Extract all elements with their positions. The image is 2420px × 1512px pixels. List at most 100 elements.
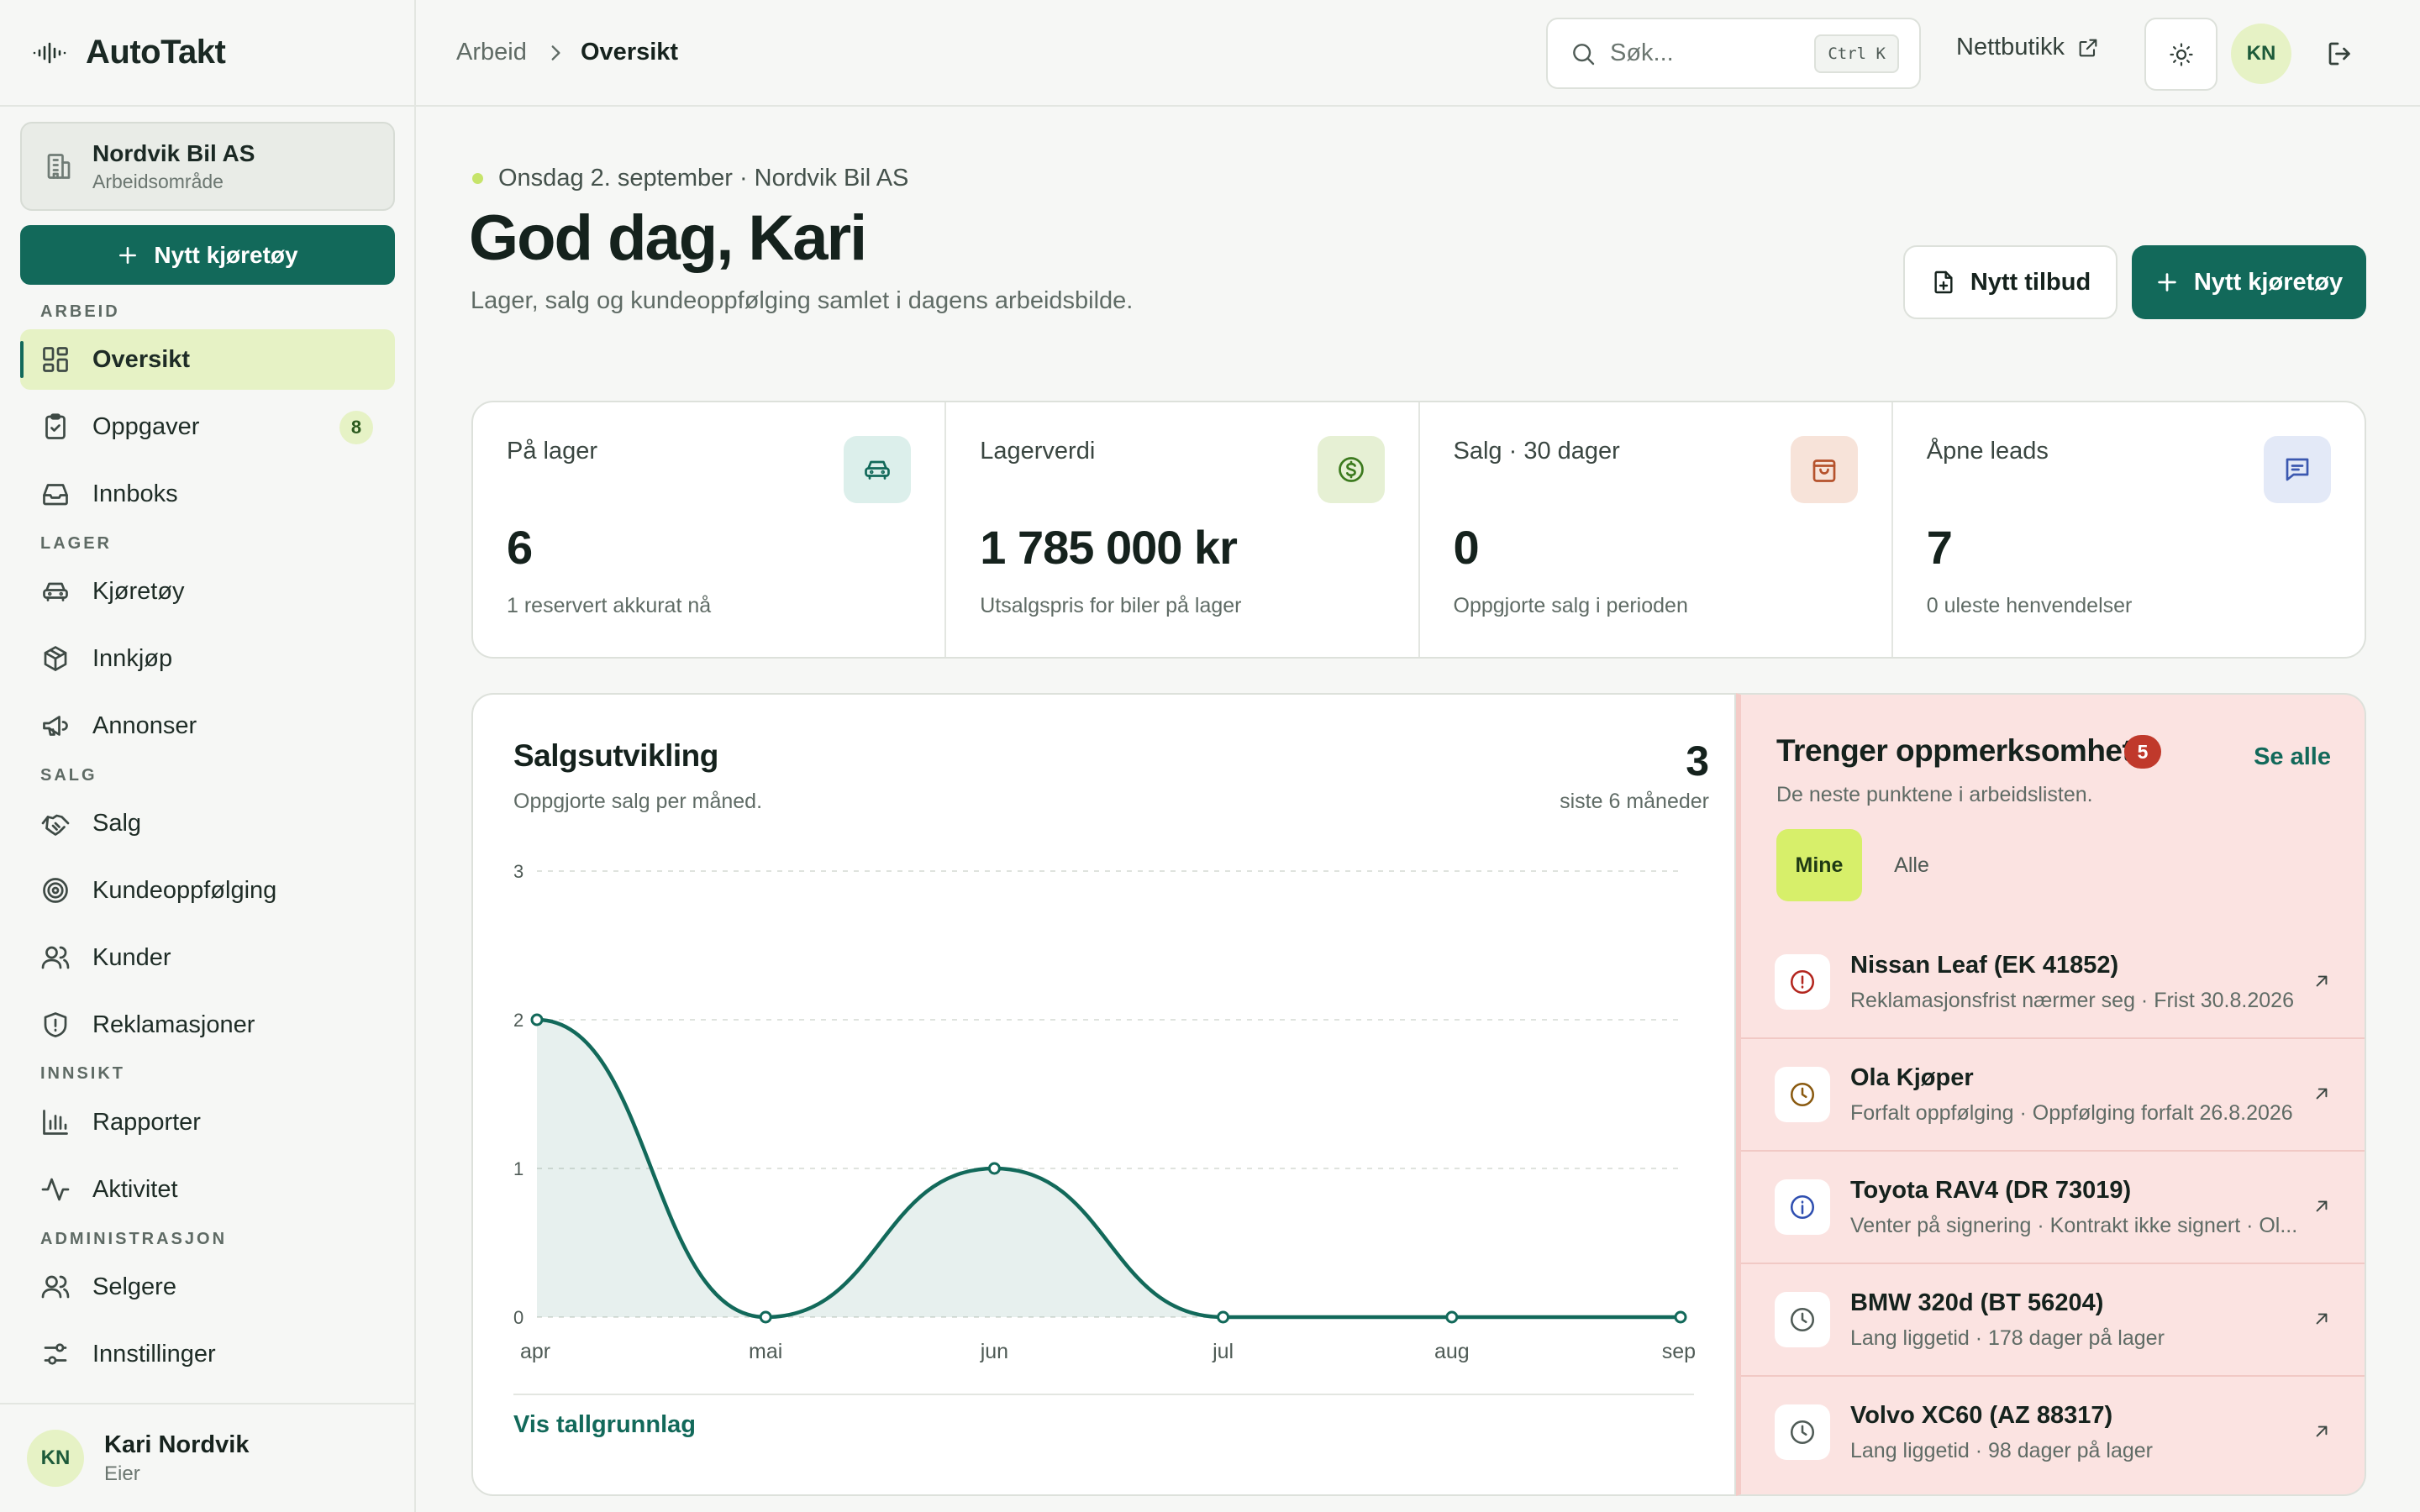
attention-item[interactable]: BMW 320d (BT 56204) Lang liggetid · 178 … bbox=[1741, 1264, 2365, 1377]
sidebar-item-kunder[interactable]: Kunder bbox=[20, 927, 395, 988]
logo-icon bbox=[33, 42, 66, 63]
sidebar-item-innstillinger[interactable]: Innstillinger bbox=[20, 1324, 395, 1384]
tab-mine[interactable]: Mine bbox=[1776, 829, 1862, 901]
sidebar-item-oppgaver[interactable]: Oppgaver 8 bbox=[20, 396, 395, 457]
section-label-lager: LAGER bbox=[40, 534, 112, 553]
item-title: BMW 320d (BT 56204) bbox=[1850, 1289, 2104, 1316]
stat-card-stock[interactable]: På lager 6 1 reservert akkurat nå bbox=[473, 402, 947, 657]
arrow-up-right-icon bbox=[2316, 1425, 2328, 1437]
new-vehicle-sidebar-button[interactable]: Nytt kjøretøy bbox=[20, 225, 395, 285]
date-text: Onsdag 2. september · Nordvik Bil AS bbox=[498, 165, 909, 192]
building-icon bbox=[47, 154, 71, 179]
sidebar-item-selgere[interactable]: Selgere bbox=[20, 1257, 395, 1317]
item-icon-wrap bbox=[1775, 1404, 1830, 1460]
inbox-icon bbox=[43, 484, 68, 506]
data-point bbox=[1674, 1310, 1687, 1324]
attention-item[interactable]: Volvo XC60 (AZ 88317) Lang liggetid · 98… bbox=[1741, 1377, 2365, 1489]
x-tick-label: apr bbox=[520, 1340, 550, 1363]
stat-note: 0 uleste henvendelser bbox=[1926, 594, 2133, 617]
sidebar-item-label: Reklamasjoner bbox=[92, 1011, 255, 1038]
activity-icon bbox=[41, 1178, 70, 1201]
y-tick-label: 1 bbox=[513, 1158, 523, 1179]
shop-link[interactable]: Nettbutikk bbox=[1956, 34, 2100, 61]
shield-alert-icon bbox=[44, 1012, 67, 1037]
attention-title: Trenger oppmerksomhet bbox=[1776, 733, 2133, 768]
tasks-count-badge: 8 bbox=[339, 411, 373, 444]
section-label-admin: ADMINISTRASJON bbox=[40, 1230, 228, 1248]
avatar: KN bbox=[27, 1430, 84, 1487]
sidebar-item-annonser[interactable]: Annonser bbox=[20, 696, 395, 756]
sidebar-item-label: Innstillinger bbox=[92, 1340, 216, 1368]
x-tick-label: aug bbox=[1434, 1340, 1470, 1363]
sidebar-item-innkjop[interactable]: Innkjøp bbox=[20, 628, 395, 689]
external-link-icon bbox=[2079, 39, 2097, 56]
sidebar-item-innboks[interactable]: Innboks bbox=[20, 464, 395, 524]
arrow-up-right-icon bbox=[2316, 1200, 2328, 1212]
workspace-switcher[interactable]: Nordvik Bil AS Arbeidsområde bbox=[20, 122, 395, 211]
top-avatar[interactable]: KN bbox=[2231, 24, 2291, 84]
sidebar-item-rapporter[interactable]: Rapporter bbox=[20, 1092, 395, 1152]
sidebar-item-salg[interactable]: Salg bbox=[20, 793, 395, 853]
stat-icon-wrap bbox=[2264, 436, 2331, 503]
sidebar-item-aktivitet[interactable]: Aktivitet bbox=[20, 1159, 395, 1220]
breadcrumb-arbeid[interactable]: Arbeid bbox=[456, 39, 527, 66]
package-icon bbox=[44, 646, 67, 671]
y-tick-label: 2 bbox=[513, 1010, 523, 1031]
new-vehicle-button[interactable]: Nytt kjøretøy bbox=[2132, 245, 2366, 319]
attention-item[interactable]: Toyota RAV4 (DR 73019) Venter på signeri… bbox=[1741, 1152, 2365, 1264]
target-icon bbox=[43, 878, 68, 903]
see-all-link[interactable]: Se alle bbox=[2254, 743, 2331, 770]
search-box[interactable]: Ctrl K bbox=[1546, 18, 1921, 89]
chart-subtitle: Oppgjorte salg per måned. bbox=[513, 790, 763, 813]
sales-chart-card: Salgsutvikling Oppgjorte salg per måned.… bbox=[471, 693, 1736, 1496]
section-label-arbeid: ARBEID bbox=[40, 302, 120, 321]
plus-icon bbox=[119, 246, 137, 264]
sales-chart: 0 1 2 3 apr mai jun jul aug sep bbox=[513, 861, 1696, 1363]
brand-name: AutoTakt bbox=[86, 34, 226, 71]
user-name: Kari Nordvik bbox=[104, 1431, 250, 1458]
x-tick-label: jun bbox=[980, 1340, 1008, 1363]
sidebar-item-label: Innkjøp bbox=[92, 644, 173, 672]
item-subtitle: Venter på signering · Kontrakt ikke sign… bbox=[1850, 1214, 2298, 1237]
x-tick-label: sep bbox=[1662, 1340, 1696, 1363]
user-menu[interactable]: KN Kari Nordvik Eier bbox=[0, 1403, 414, 1512]
y-tick-label: 3 bbox=[513, 861, 523, 882]
stat-card-stock-value[interactable]: Lagerverdi 1 785 000 kr Utsalgspris for … bbox=[946, 402, 1420, 657]
attention-panel: Trenger oppmerksomhet 5 Se alle De neste… bbox=[1736, 693, 2366, 1496]
dollar-icon bbox=[1338, 457, 1364, 482]
sidebar-item-label: Aktivitet bbox=[92, 1175, 178, 1203]
tab-all[interactable]: Alle bbox=[1894, 853, 1929, 877]
x-tick-label: jul bbox=[1212, 1340, 1234, 1363]
user-role: Eier bbox=[104, 1462, 140, 1485]
show-data-link[interactable]: Vis tallgrunnlag bbox=[513, 1411, 697, 1438]
area-fill bbox=[537, 1020, 1681, 1317]
sidebar-item-kundeoppfolging[interactable]: Kundeoppfølging bbox=[20, 860, 395, 921]
stat-icon-wrap bbox=[844, 436, 912, 503]
stat-card-sales[interactable]: Salg · 30 dager 0 Oppgjorte salg i perio… bbox=[1420, 402, 1893, 657]
item-subtitle: Forfalt oppfølging · Oppfølging forfalt … bbox=[1850, 1101, 2293, 1125]
attention-item[interactable]: Ola Kjøper Forfalt oppfølging · Oppfølgi… bbox=[1741, 1039, 2365, 1152]
attention-item[interactable]: Nissan Leaf (EK 41852) Reklamasjonsfrist… bbox=[1741, 927, 2365, 1039]
stat-card-leads[interactable]: Åpne leads 7 0 uleste henvendelser bbox=[1893, 402, 2365, 657]
sidebar-item-oversikt[interactable]: Oversikt bbox=[20, 329, 395, 390]
search-input[interactable] bbox=[1610, 39, 1812, 67]
sidebar-item-label: Selgere bbox=[92, 1273, 176, 1300]
car-icon bbox=[43, 582, 68, 601]
sidebar-item-kjoretoy[interactable]: Kjøretøy bbox=[20, 561, 395, 622]
logout-icon[interactable] bbox=[2325, 39, 2355, 69]
chart-title: Salgsutvikling bbox=[513, 738, 718, 773]
shop-link-label: Nettbutikk bbox=[1956, 34, 2065, 60]
date-line: Onsdag 2. september · Nordvik Bil AS bbox=[472, 165, 908, 192]
stat-value: 7 bbox=[1926, 521, 1953, 574]
stat-icon-wrap bbox=[1790, 436, 1858, 503]
alert-circle-icon bbox=[1790, 969, 1815, 995]
new-offer-button[interactable]: Nytt tilbud bbox=[1903, 245, 2118, 319]
chart-total: 3 bbox=[1686, 738, 1709, 785]
sidebar-item-label: Oversikt bbox=[92, 345, 191, 373]
new-vehicle-label: Nytt kjøretøy bbox=[2193, 268, 2344, 296]
section-label-salg: SALG bbox=[40, 766, 97, 785]
theme-toggle-button[interactable] bbox=[2144, 18, 2217, 91]
sidebar-item-reklamasjoner[interactable]: Reklamasjoner bbox=[20, 995, 395, 1055]
info-icon bbox=[1790, 1194, 1815, 1220]
brand[interactable]: AutoTakt bbox=[0, 0, 414, 107]
